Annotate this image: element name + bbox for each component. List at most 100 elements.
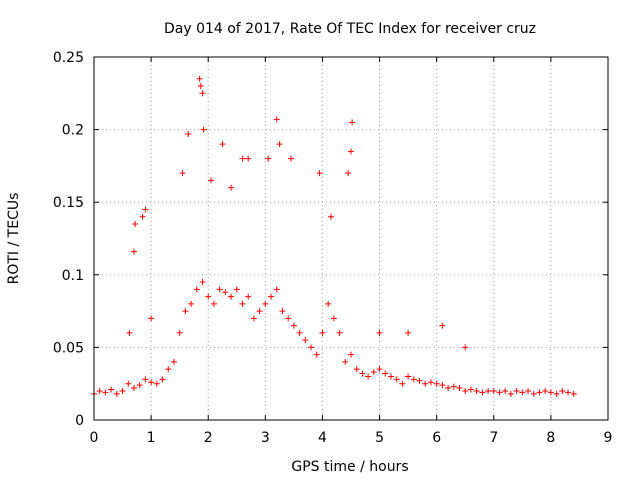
data-point	[542, 387, 549, 394]
data-point	[410, 376, 417, 383]
data-point	[170, 358, 177, 365]
data-point	[313, 351, 320, 358]
data-point	[210, 300, 217, 307]
data-point	[376, 329, 383, 336]
data-point	[365, 373, 372, 380]
data-point	[228, 184, 235, 191]
data-point	[245, 293, 252, 300]
data-point	[547, 389, 554, 396]
data-point	[239, 155, 246, 162]
x-tick-label: 4	[318, 430, 327, 446]
data-point	[416, 377, 423, 384]
data-point	[565, 389, 572, 396]
data-point	[96, 387, 103, 394]
data-point	[450, 383, 457, 390]
y-tick-label: 0.25	[53, 50, 84, 66]
axis-ticks: 0 1 2 3 4 5 6 7 8 9 0 0.05 0.1 0.15 0.2 0.25	[53, 50, 613, 446]
data-point	[433, 380, 440, 387]
y-tick-label: 0.15	[53, 195, 84, 211]
data-point	[316, 170, 323, 177]
data-point	[216, 286, 223, 293]
y-tick-label: 0.05	[53, 340, 84, 356]
data-point	[336, 329, 343, 336]
data-point	[222, 289, 229, 296]
x-tick-label: 1	[147, 430, 156, 446]
data-point	[102, 389, 109, 396]
data-point	[302, 337, 309, 344]
data-point	[445, 385, 452, 392]
x-tick-label: 2	[204, 430, 213, 446]
data-point	[200, 126, 207, 133]
data-point	[525, 387, 532, 394]
data-point	[570, 390, 577, 397]
data-point	[507, 390, 514, 397]
chart-title: Day 014 of 2017, Rate Of TEC Index for r…	[164, 21, 536, 37]
data-point	[439, 322, 446, 329]
data-point	[462, 344, 469, 351]
data-point	[559, 387, 566, 394]
data-point	[219, 141, 226, 148]
data-point	[519, 389, 526, 396]
data-point	[399, 380, 406, 387]
y-axis-label: ROTI / TECUs	[6, 193, 22, 285]
data-point	[262, 300, 269, 307]
data-point	[279, 308, 286, 315]
data-point	[490, 387, 497, 394]
data-point	[256, 308, 263, 315]
data-point	[130, 385, 137, 392]
y-tick-label: 0.2	[62, 123, 84, 139]
x-axis-label: GPS time / hours	[291, 459, 408, 475]
y-tick-label: 0.1	[62, 268, 84, 284]
data-point	[502, 387, 509, 394]
data-point	[387, 373, 394, 380]
data-point	[530, 390, 537, 397]
data-point	[126, 329, 133, 336]
data-point	[185, 130, 192, 137]
data-point	[479, 389, 486, 396]
data-point	[208, 177, 215, 184]
data-point	[276, 141, 283, 148]
data-point	[553, 390, 560, 397]
data-point	[290, 322, 297, 329]
data-point	[179, 170, 186, 177]
data-point	[353, 366, 360, 373]
data-point	[196, 75, 203, 82]
data-point	[427, 379, 434, 386]
data-point	[513, 387, 520, 394]
x-tick-label: 6	[432, 430, 441, 446]
x-tick-label: 3	[261, 430, 270, 446]
data-point	[273, 286, 280, 293]
data-point	[176, 329, 183, 336]
data-point	[125, 380, 132, 387]
x-tick-label: 9	[604, 430, 613, 446]
data-point	[245, 155, 252, 162]
data-point	[349, 119, 356, 126]
data-point	[342, 358, 349, 365]
data-point	[153, 380, 160, 387]
data-point	[325, 300, 332, 307]
data-point	[165, 366, 172, 373]
data-point	[239, 300, 246, 307]
data-point	[159, 376, 166, 383]
data-point	[199, 90, 206, 97]
data-point	[467, 386, 474, 393]
data-point	[473, 387, 480, 394]
data-point	[439, 382, 446, 389]
data-point	[268, 293, 275, 300]
data-point	[142, 376, 149, 383]
data-point	[265, 155, 272, 162]
data-point	[148, 315, 155, 322]
data-point	[308, 344, 315, 351]
data-point	[485, 387, 492, 394]
data-point	[376, 366, 383, 373]
data-point	[228, 293, 235, 300]
data-point	[359, 370, 366, 377]
data-point	[132, 220, 139, 227]
data-point	[139, 213, 146, 220]
data-point	[233, 286, 240, 293]
data-point	[142, 206, 149, 213]
data-point	[405, 373, 412, 380]
data-point	[462, 387, 469, 394]
